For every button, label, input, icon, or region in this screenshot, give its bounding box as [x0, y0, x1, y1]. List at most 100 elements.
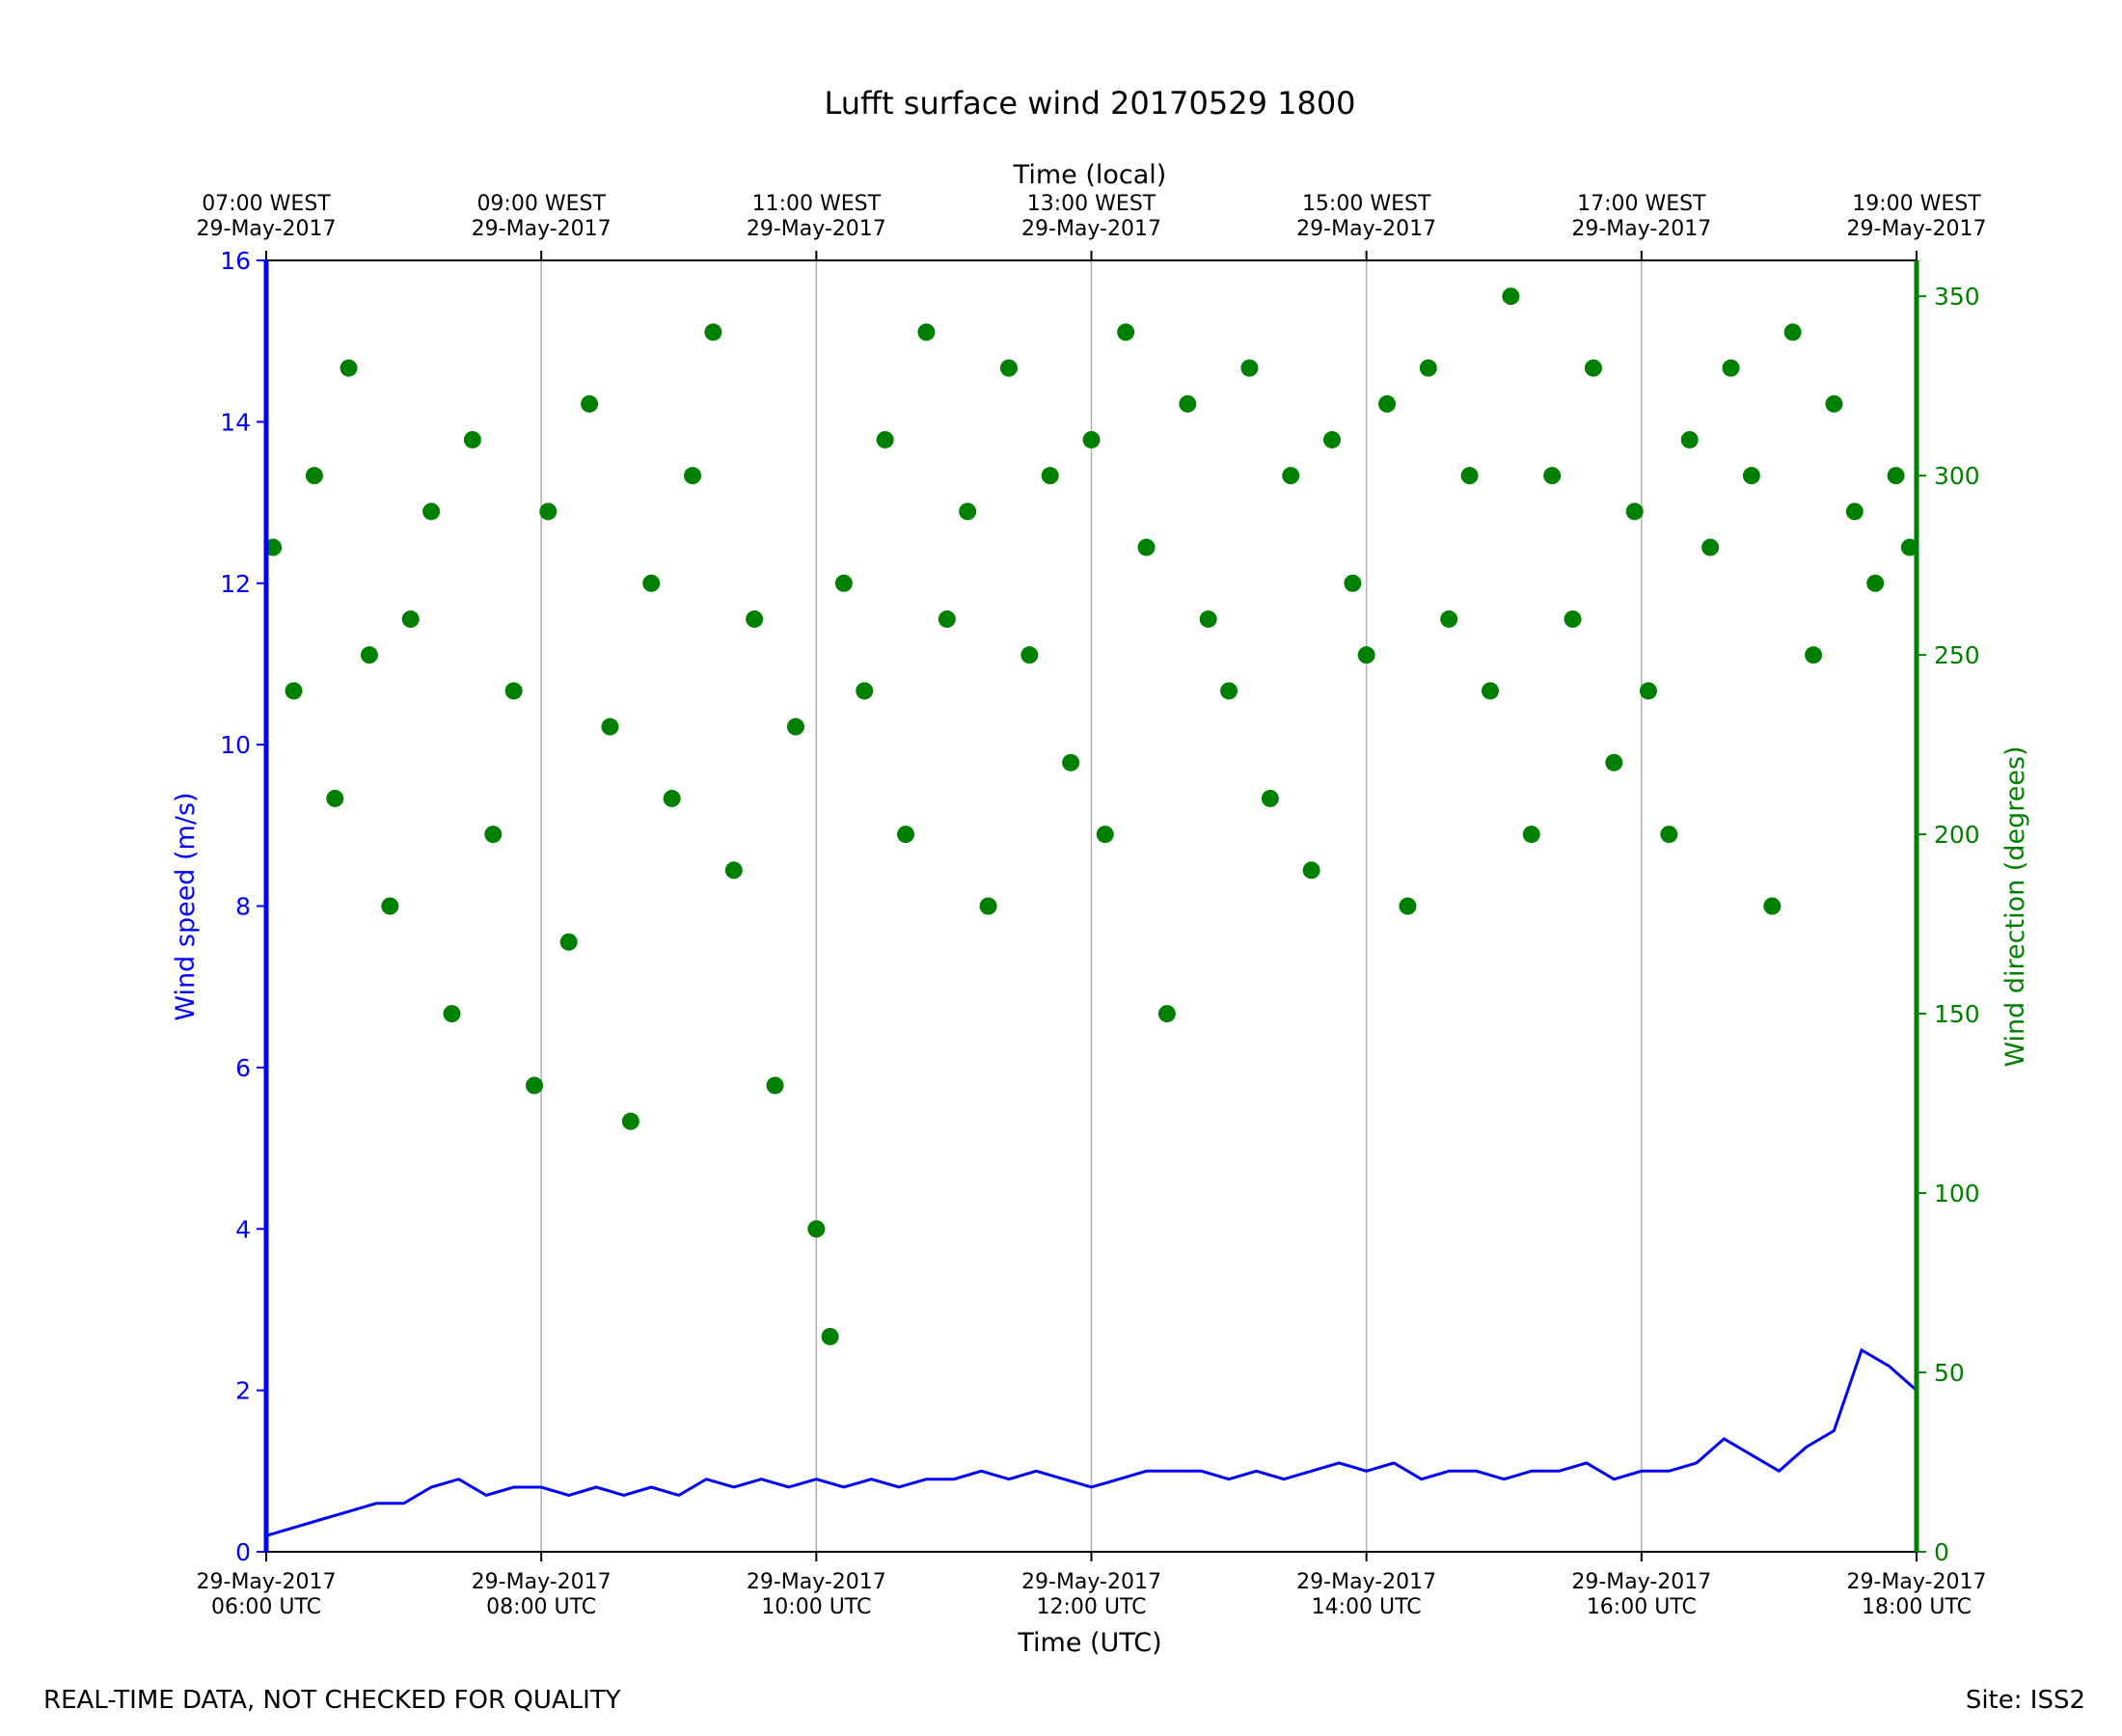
wind-direction-point — [1440, 610, 1458, 628]
y-tick-label-right: 250 — [1934, 641, 1980, 669]
wind-direction-point — [1082, 430, 1101, 448]
y-tick-label-left: 0 — [235, 1538, 251, 1566]
quality-disclaimer: REAL-TIME DATA, NOT CHECKED FOR QUALITY — [43, 1686, 621, 1715]
wind-direction-point — [559, 933, 578, 951]
wind-direction-point — [1302, 861, 1320, 880]
wind-direction-point — [1157, 1005, 1176, 1023]
wind-direction-point — [786, 718, 804, 736]
wind-direction-point — [979, 897, 997, 915]
y-tick-label-left: 2 — [235, 1377, 251, 1405]
wind-direction-point — [1866, 574, 1885, 592]
grid-lines — [265, 260, 1918, 1552]
axes: 0 2 4 6 8 10 12 14 16 0 50 100 150 200 250 300 350 29-May… — [197, 192, 1987, 1619]
wind-direction-point — [1522, 826, 1540, 844]
x-tick-top-label-time: 19:00 WEST — [1852, 192, 1981, 216]
wind-direction-point — [959, 502, 977, 521]
wind-direction-point — [422, 502, 441, 521]
wind-direction-point — [876, 430, 894, 448]
wind-direction-point — [1605, 753, 1623, 772]
wind-direction-point — [1805, 646, 1823, 665]
wind-speed-line — [265, 1347, 1918, 1537]
wind-direction-point — [401, 610, 420, 628]
y-axis-title-left: Wind speed (m/s) — [171, 792, 201, 1020]
wind-direction-point — [1900, 538, 1918, 556]
wind-direction-point — [807, 1220, 826, 1238]
x-tick-top-label-date: 29-May-2017 — [472, 217, 612, 241]
wind-direction-point — [621, 1112, 639, 1130]
wind-direction-point — [897, 826, 915, 844]
wind-direction-point — [1220, 682, 1238, 700]
wind-direction-point — [581, 394, 599, 413]
x-tick-top-label-time: 17:00 WEST — [1577, 192, 1706, 216]
x-tick-top-label-time: 09:00 WEST — [476, 192, 606, 216]
wind-direction-point — [1543, 467, 1562, 485]
x-tick-top-label-date: 29-May-2017 — [747, 217, 886, 241]
wind-direction-point — [1261, 789, 1279, 807]
wind-direction-point — [305, 467, 323, 485]
wind-direction-point — [1399, 897, 1417, 915]
wind-direction-point — [1357, 646, 1375, 665]
wind-direction-point — [443, 1005, 461, 1023]
y-tick-label-left: 12 — [220, 570, 251, 598]
y-tick-label-left: 4 — [235, 1215, 251, 1243]
wind-direction-point — [1783, 323, 1802, 341]
wind-direction-point — [938, 610, 956, 628]
y-tick-label-right: 200 — [1934, 821, 1980, 849]
wind-direction-point — [766, 1076, 784, 1095]
x-tick-label-date: 29-May-2017 — [747, 1570, 886, 1594]
x-tick-label-date: 29-May-2017 — [472, 1570, 612, 1594]
wind-direction-point — [1460, 467, 1479, 485]
wind-direction-point — [504, 682, 523, 700]
wind-direction-point — [1502, 287, 1520, 306]
x-tick-top-label-date: 29-May-2017 — [1847, 217, 1987, 241]
wind-direction-point — [704, 323, 722, 341]
x-tick-top-label-time: 11:00 WEST — [752, 192, 882, 216]
x-tick-top-label-date: 29-May-2017 — [1296, 217, 1436, 241]
x-tick-label-time: 16:00 UTC — [1587, 1595, 1697, 1619]
wind-direction-point — [381, 897, 399, 915]
wind-direction-point — [539, 502, 558, 521]
wind-direction-point — [463, 430, 481, 448]
wind-direction-point — [724, 861, 743, 880]
wind-direction-point — [526, 1076, 544, 1095]
y-tick-label-left: 6 — [235, 1054, 251, 1082]
wind-direction-point — [1199, 610, 1217, 628]
x-tick-label-date: 29-May-2017 — [1021, 1570, 1161, 1594]
x-tick-top-label-date: 29-May-2017 — [197, 217, 337, 241]
y-tick-label-right: 50 — [1934, 1359, 1965, 1387]
wind-direction-point — [1062, 753, 1080, 772]
wind-direction-point — [821, 1327, 839, 1345]
wind-direction-point — [684, 467, 702, 485]
x-tick-top-label-date: 29-May-2017 — [1571, 217, 1711, 241]
top-axis-title: Time (local) — [1013, 160, 1167, 190]
wind-direction-point — [1419, 359, 1437, 377]
x-tick-label-time: 12:00 UTC — [1036, 1595, 1146, 1619]
x-tick-label-time: 10:00 UTC — [761, 1595, 871, 1619]
x-tick-top-label-time: 13:00 WEST — [1027, 192, 1156, 216]
wind-direction-point — [360, 646, 378, 665]
wind-speed-series — [265, 1347, 1918, 1537]
wind-direction-point — [1680, 430, 1699, 448]
wind-direction-point — [326, 789, 344, 807]
wind-direction-point — [663, 789, 681, 807]
wind-direction-point — [264, 538, 283, 556]
wind-direction-point — [917, 323, 936, 341]
x-tick-label-time: 14:00 UTC — [1312, 1595, 1422, 1619]
y-tick-label-left: 16 — [220, 247, 251, 275]
wind-direction-point — [1584, 359, 1602, 377]
wind-direction-point — [1845, 502, 1864, 521]
y-tick-label-right: 0 — [1934, 1538, 1949, 1566]
wind-direction-point — [1096, 826, 1114, 844]
wind-direction-point — [1179, 394, 1197, 413]
wind-direction-point — [601, 718, 619, 736]
x-tick-label-time: 18:00 UTC — [1862, 1595, 1972, 1619]
x-tick-label-date: 29-May-2017 — [1296, 1570, 1436, 1594]
wind-direction-point — [1323, 430, 1342, 448]
site-label: Site: ISS2 — [1965, 1686, 2085, 1715]
wind-direction-series — [264, 287, 1918, 1345]
wind-direction-point — [1887, 467, 1905, 485]
x-tick-label-time: 06:00 UTC — [211, 1595, 321, 1619]
wind-direction-point — [746, 610, 764, 628]
wind-direction-point — [1137, 538, 1156, 556]
x-axis-title: Time (UTC) — [1017, 1628, 1161, 1658]
